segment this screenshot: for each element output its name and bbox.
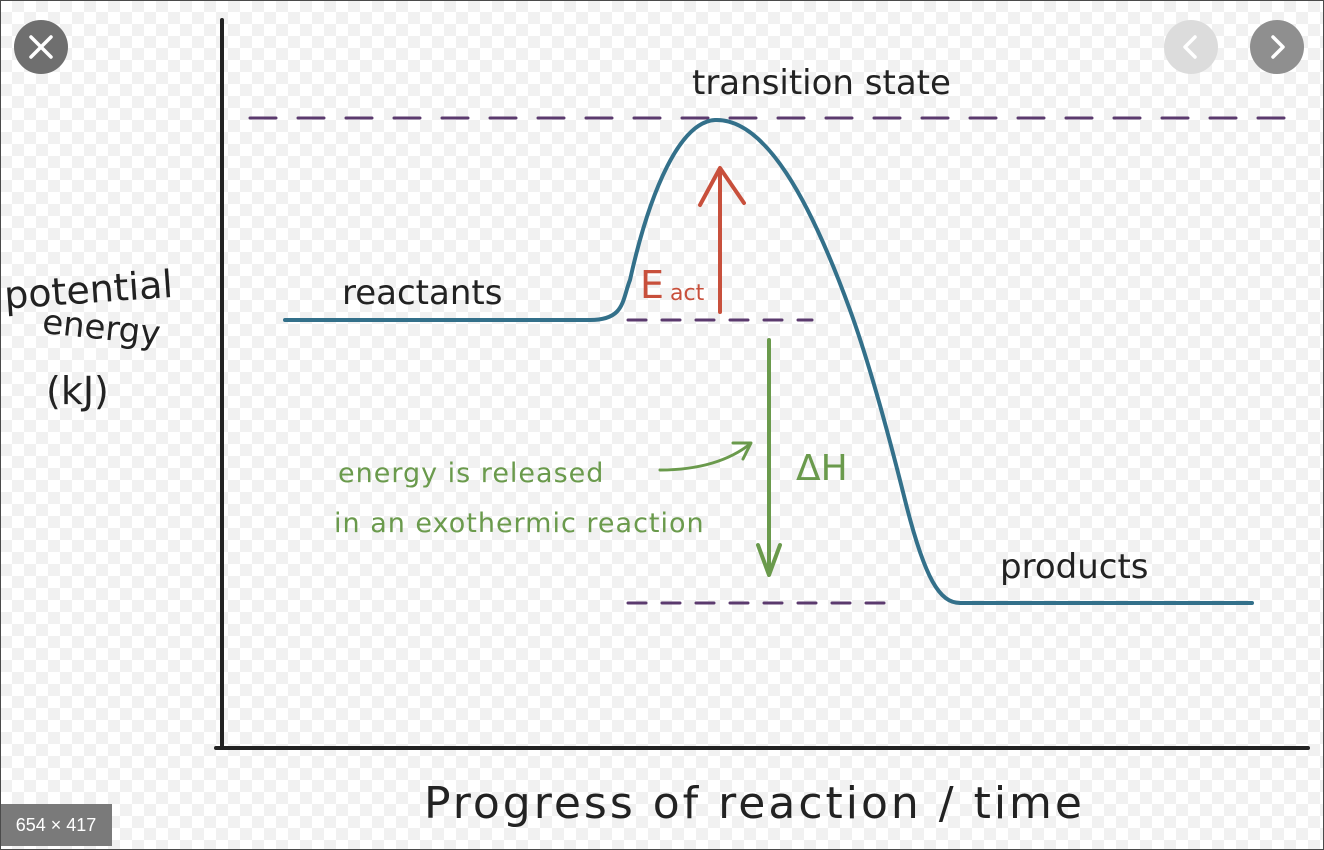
reactants-label: reactants	[342, 273, 502, 313]
image-dimensions-badge: 654 × 417	[0, 804, 112, 846]
energy-curve	[283, 117, 1254, 605]
note-pointer-arrow	[658, 442, 752, 472]
previous-image-button[interactable]	[1164, 20, 1218, 74]
activation-energy-arrowhead	[698, 166, 746, 207]
chevron-left-icon	[1183, 35, 1197, 59]
transition-state-label: transition state	[692, 63, 951, 103]
y-axis-label-line-3: (kJ)	[46, 369, 109, 413]
next-image-button[interactable]	[1250, 20, 1304, 74]
y-axis-label-line-2: energy	[40, 302, 162, 354]
x-axis-label: Progress of reaction / time	[424, 778, 1085, 829]
note-line-1: energy is released	[338, 458, 604, 489]
activation-energy-label: E	[640, 263, 664, 307]
chevron-right-icon	[1271, 35, 1285, 59]
enthalpy-arrowhead	[756, 543, 782, 577]
enthalpy-change-label: ΔH	[796, 448, 848, 489]
close-button[interactable]	[14, 20, 68, 74]
note-line-2: in an exothermic reaction	[334, 508, 705, 539]
products-label: products	[1000, 547, 1148, 587]
note-pointer-arrowhead	[731, 441, 753, 461]
activation-energy-subscript: act	[670, 281, 705, 306]
close-icon	[29, 35, 53, 59]
